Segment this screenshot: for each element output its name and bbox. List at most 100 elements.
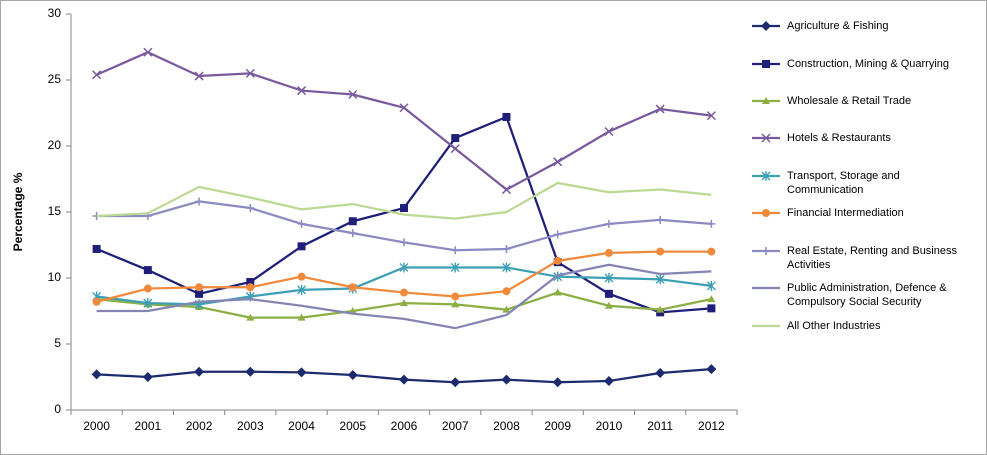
y-tick-label: 5 — [54, 336, 61, 350]
marker — [502, 112, 511, 121]
marker — [92, 70, 102, 80]
marker — [707, 295, 716, 303]
marker — [501, 185, 511, 195]
legend-swatch — [752, 209, 780, 217]
x-tick-label: 2007 — [442, 419, 469, 433]
legend-item: Transport, Storage and Communication — [751, 169, 971, 197]
marker — [451, 246, 460, 255]
x-tick-label: 2003 — [237, 419, 264, 433]
marker — [297, 313, 306, 321]
x-tick-label: 2001 — [134, 419, 161, 433]
marker — [604, 248, 613, 257]
marker — [246, 313, 255, 321]
marker — [604, 273, 614, 283]
marker — [246, 277, 255, 286]
marker — [143, 47, 153, 57]
marker — [194, 366, 205, 377]
marker — [195, 289, 204, 298]
legend-swatch — [752, 324, 780, 328]
marker — [762, 209, 770, 217]
marker — [450, 377, 461, 388]
marker — [502, 287, 511, 296]
marker — [656, 305, 665, 313]
marker — [553, 256, 562, 265]
marker — [604, 289, 613, 298]
legend-swatch — [752, 133, 780, 143]
marker — [655, 274, 665, 285]
marker — [604, 301, 613, 309]
x-tick-label: 2011 — [647, 419, 673, 433]
marker — [656, 215, 665, 224]
series-line — [96, 263, 712, 330]
marker — [501, 262, 511, 273]
marker — [91, 369, 102, 380]
marker — [194, 71, 204, 81]
marker — [706, 111, 716, 121]
marker — [347, 370, 358, 381]
y-tick-label: 15 — [48, 204, 62, 218]
legend-item: Real Estate, Renting and Business Activi… — [751, 244, 971, 272]
marker — [399, 374, 409, 385]
series-line — [96, 266, 712, 306]
marker — [762, 60, 770, 68]
marker — [348, 283, 357, 292]
marker — [195, 197, 204, 206]
x-tick-label: 2008 — [493, 419, 520, 433]
marker — [553, 157, 563, 167]
y-tick-label: 10 — [48, 270, 62, 284]
legend-label: Construction, Mining & Quarrying — [787, 58, 950, 70]
marker — [707, 247, 716, 256]
legend-item: Wholesale & Retail Trade — [751, 94, 971, 108]
legend-label: Real Estate, Renting and Business Activi… — [787, 245, 957, 271]
marker — [297, 284, 307, 295]
marker — [706, 280, 716, 291]
marker — [603, 375, 614, 386]
marker — [246, 204, 255, 213]
marker — [761, 21, 771, 31]
x-tick-label: 2012 — [698, 419, 725, 433]
marker — [143, 298, 153, 309]
legend-swatch — [752, 60, 780, 68]
legend-swatch — [752, 21, 780, 31]
marker — [245, 68, 255, 78]
legend-label: Hotels & Restaurants — [787, 132, 891, 144]
legend-swatch — [752, 286, 780, 290]
x-tick-label: 2002 — [186, 419, 213, 433]
legend-item: Financial Intermediation — [751, 206, 971, 220]
marker — [604, 126, 614, 137]
marker — [762, 97, 770, 104]
marker — [296, 367, 307, 378]
marker — [297, 272, 306, 281]
x-tick-label: 2005 — [339, 419, 366, 433]
marker — [246, 283, 255, 292]
series-line — [96, 51, 712, 191]
marker — [400, 288, 408, 297]
legend-item: Hotels & Restaurants — [751, 131, 971, 145]
marker — [297, 86, 307, 96]
marker — [761, 133, 771, 143]
chart: Percentage % 0 5 10 15 20 25 30 2000 2001 2002 200… — [11, 6, 738, 433]
legend-swatch — [752, 247, 780, 255]
legend-label: Financial Intermediation — [787, 207, 904, 219]
marker — [92, 297, 101, 306]
legend-label: Transport, Storage and Communication — [787, 170, 900, 196]
marker — [142, 372, 153, 382]
marker — [451, 300, 460, 308]
marker — [143, 284, 152, 293]
x-tick-label: 2009 — [544, 419, 571, 433]
marker — [400, 299, 408, 307]
x-tick-label: 2000 — [83, 419, 110, 433]
legend-item: All Other Industries — [751, 319, 971, 333]
marker — [707, 304, 716, 313]
legend-item: Construction, Mining & Quarrying — [751, 57, 971, 71]
marker — [348, 89, 358, 100]
marker — [195, 283, 204, 292]
y-axis-label: Percentage % — [11, 172, 25, 251]
marker — [297, 242, 306, 251]
x-tick-label: 2004 — [288, 419, 315, 433]
marker — [92, 244, 101, 253]
marker — [655, 368, 666, 379]
legend-swatch — [752, 171, 780, 181]
y-tick-label: 30 — [48, 6, 62, 20]
marker — [655, 104, 665, 114]
